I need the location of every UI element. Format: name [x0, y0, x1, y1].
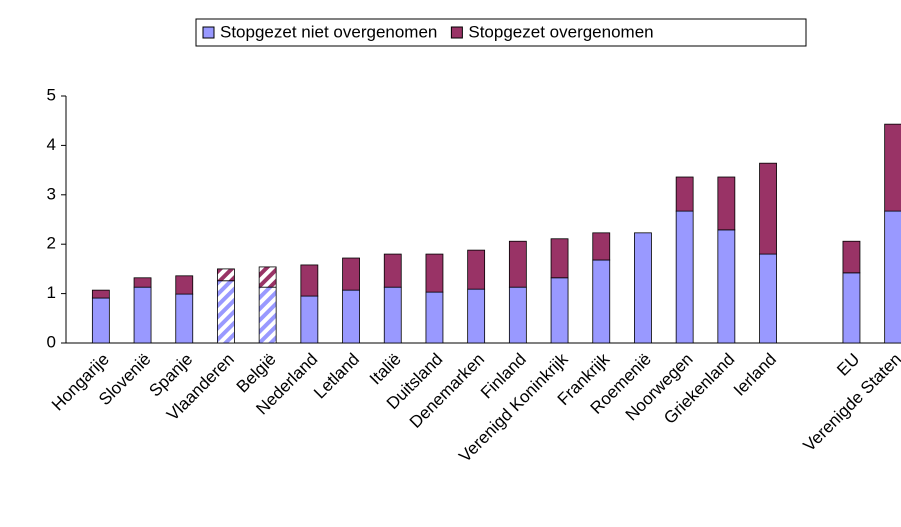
bar-segment: [675, 210, 694, 344]
bar-segment: [634, 232, 652, 344]
bar-segment: [175, 275, 194, 295]
bar-segment: [425, 291, 444, 344]
bar-segment: [842, 272, 861, 344]
bar-segment: [133, 277, 152, 288]
bar-segment: [258, 286, 277, 344]
y-tick-label: 1: [47, 283, 56, 302]
x-tick-label: Ierland: [730, 350, 780, 400]
bar-segment: [508, 240, 527, 288]
bar-segment: [717, 176, 736, 231]
legend-label: Stopgezet niet overgenomen: [220, 22, 437, 41]
x-tick-label: Letland: [310, 350, 363, 403]
y-tick-label: 5: [47, 85, 56, 104]
bar-segment: [217, 280, 235, 344]
bar-segment: [675, 176, 694, 212]
bar-segment: [759, 162, 777, 255]
y-tick-label: 0: [47, 332, 56, 351]
bar-segment: [300, 295, 319, 344]
bar-segment: [175, 293, 194, 344]
bar-segment: [884, 123, 901, 212]
legend-label: Stopgezet overgenomen: [468, 22, 653, 41]
legend-swatch: [202, 26, 215, 39]
bar-segment: [91, 297, 110, 344]
legend-box: [195, 18, 807, 47]
bar-segment: [258, 266, 277, 288]
bar-segment: [842, 240, 861, 274]
legend-swatch: [450, 26, 463, 39]
bar-segment: [592, 232, 611, 261]
bar-segment: [91, 289, 110, 299]
bar-segment: [467, 288, 486, 344]
bar-segment: [508, 286, 527, 344]
bar-segment: [550, 277, 569, 344]
y-tick-label: 2: [47, 234, 56, 253]
bar-segment: [342, 289, 360, 344]
bar-segment: [467, 249, 486, 290]
bar-segment: [592, 259, 611, 344]
bar-segment: [383, 253, 402, 288]
bar-segment: [342, 257, 360, 291]
bar-segment: [133, 286, 152, 344]
y-tick-label: 3: [47, 184, 56, 203]
bar-segment: [425, 253, 444, 293]
bar-segment: [550, 238, 569, 279]
x-tick-label: EU: [833, 350, 863, 380]
bar-segment: [759, 253, 777, 344]
bar-segment: [717, 229, 736, 344]
bar-segment: [383, 286, 402, 344]
bar-segment: [300, 264, 319, 297]
bar-segment: [217, 268, 235, 282]
y-tick-label: 4: [47, 135, 56, 154]
bar-segment: [884, 210, 901, 344]
